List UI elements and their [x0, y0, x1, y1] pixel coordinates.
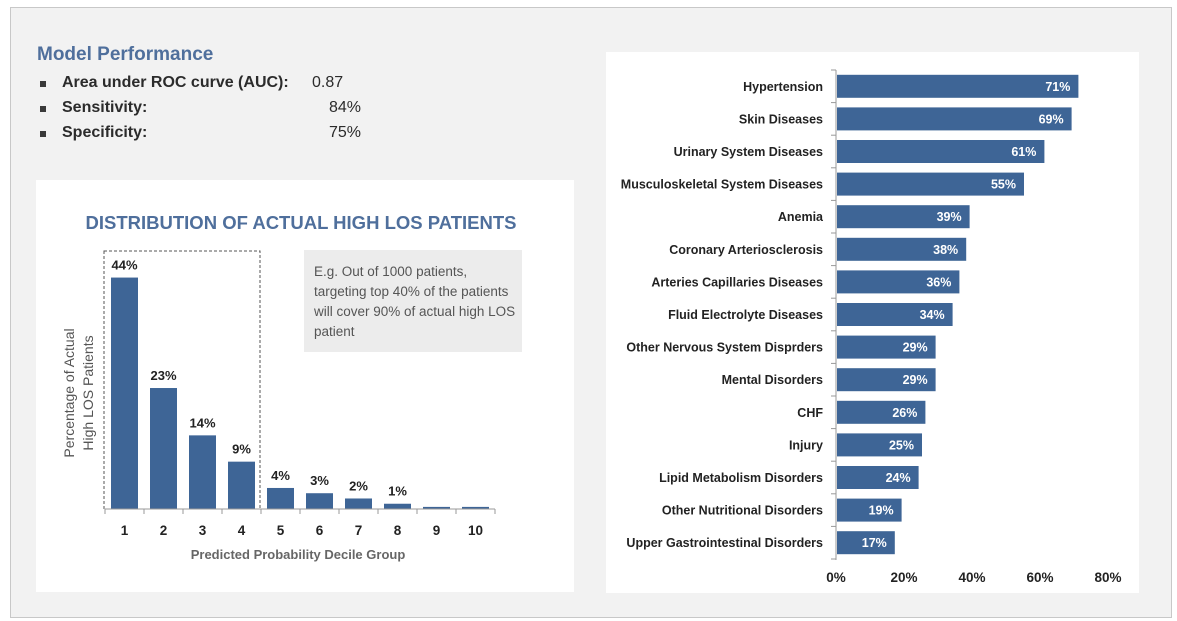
metric-sensitivity-value: 84%	[329, 99, 362, 116]
condition-data-label: 17%	[862, 536, 887, 550]
decile-tick-label-6: 6	[316, 523, 324, 538]
condition-data-label: 29%	[903, 373, 928, 387]
decile-bar-10	[462, 506, 489, 509]
condition-data-label: 38%	[933, 243, 958, 257]
decile-bar-4	[228, 461, 255, 509]
decile-tick-label-3: 3	[199, 523, 207, 538]
condition-category-label: Anemia	[778, 210, 824, 224]
condition-bar	[837, 368, 936, 392]
condition-category-label: Arteries Capillaries Diseases	[651, 275, 823, 289]
condition-bar	[837, 140, 1045, 163]
condition-x-tick-label: 40%	[958, 570, 985, 585]
condition-bar	[837, 270, 960, 294]
square-bullet-icon	[40, 106, 46, 112]
decile-bar-5	[267, 487, 294, 509]
decile-bar-1	[111, 277, 138, 509]
condition-data-label: 69%	[1039, 112, 1064, 126]
condition-data-label: 55%	[991, 178, 1016, 192]
decile-bar-3	[189, 435, 216, 509]
condition-bar	[837, 205, 970, 229]
condition-bar	[837, 466, 919, 489]
decile-tick-label-1: 1	[121, 523, 129, 538]
decile-bar-9	[423, 506, 450, 509]
model-performance-title: Model Performance	[37, 44, 214, 65]
decile-data-label-5: 4%	[271, 468, 290, 483]
condition-category-label: Mental Disorders	[722, 373, 823, 387]
condition-data-label: 34%	[920, 308, 945, 322]
decile-tick-label-7: 7	[355, 523, 363, 538]
condition-bar	[837, 335, 936, 359]
condition-category-label: Other Nutritional Disorders	[662, 504, 823, 518]
condition-bar	[837, 531, 895, 555]
condition-data-label: 19%	[869, 504, 894, 518]
condition-bar	[837, 498, 902, 522]
example-callout: E.g. Out of 1000 patients, targeting top…	[304, 250, 522, 352]
condition-data-label: 36%	[926, 275, 951, 289]
condition-category-label: Hypertension	[743, 80, 823, 94]
square-bullet-icon	[40, 131, 46, 137]
metric-auc-label: Area under ROC curve (AUC):	[62, 74, 289, 91]
decile-bar-2	[150, 388, 177, 509]
decile-data-label-3: 14%	[189, 415, 215, 430]
condition-bar	[837, 237, 967, 261]
condition-x-tick-label: 0%	[826, 570, 846, 585]
decile-y-axis-label-line1: Percentage of Actual	[61, 328, 77, 457]
condition-x-tick-label: 20%	[890, 570, 917, 585]
condition-category-label: Upper Gastrointestinal Disorders	[626, 536, 823, 550]
condition-category-label: Skin Diseases	[739, 112, 823, 126]
condition-data-label: 29%	[903, 341, 928, 355]
condition-data-label: 25%	[889, 438, 914, 452]
decile-tick-label-5: 5	[277, 523, 285, 538]
condition-category-label: Musculoskeletal System Diseases	[621, 178, 823, 192]
condition-category-label: Injury	[789, 438, 823, 452]
condition-data-label: 26%	[892, 406, 917, 420]
condition-category-label: Lipid Metabolism Disorders	[659, 471, 823, 485]
square-bullet-icon	[40, 81, 46, 87]
condition-bar	[837, 74, 1079, 98]
decile-data-label-7: 2%	[349, 478, 368, 493]
decile-data-label-2: 23%	[150, 368, 176, 383]
condition-category-label: Coronary Arteriosclerosis	[669, 243, 823, 257]
metric-sensitivity-label: Sensitivity:	[62, 99, 148, 116]
decile-tick-label-2: 2	[160, 523, 168, 538]
decile-x-axis-label: Predicted Probability Decile Group	[191, 547, 406, 562]
decile-data-label-1: 44%	[111, 258, 137, 273]
condition-category-label: Other Nervous System Disprders	[626, 341, 823, 355]
condition-category-label: CHF	[797, 406, 823, 420]
condition-x-tick-label: 80%	[1094, 570, 1121, 585]
decile-data-label-8: 1%	[388, 484, 407, 499]
condition-bar	[837, 433, 922, 457]
condition-data-label: 24%	[886, 471, 911, 485]
decile-chart-title: DISTRIBUTION OF ACTUAL HIGH LOS PATIENTS	[86, 212, 517, 233]
condition-category-label: Urinary System Diseases	[674, 145, 823, 159]
decile-bar-8	[384, 503, 411, 509]
decile-tick-label-4: 4	[238, 523, 246, 538]
decile-y-axis-label-line2: High LOS Patients	[80, 335, 96, 450]
decile-tick-label-8: 8	[394, 523, 402, 538]
metric-auc-value: 0.87	[312, 74, 344, 91]
decile-tick-label-10: 10	[468, 523, 483, 538]
condition-data-label: 71%	[1045, 80, 1070, 94]
condition-x-tick-label: 60%	[1026, 570, 1053, 585]
condition-bar	[837, 303, 953, 326]
metric-specificity-label: Specificity:	[62, 124, 148, 141]
decile-tick-label-9: 9	[433, 523, 441, 538]
condition-bar	[837, 172, 1024, 196]
condition-data-label: 39%	[937, 210, 962, 224]
decile-bar-6	[306, 493, 333, 509]
decile-bar-7	[345, 498, 372, 509]
metric-specificity-value: 75%	[329, 124, 362, 141]
condition-bar	[837, 107, 1072, 131]
callout-text: E.g. Out of 1000 patients, targeting top…	[314, 264, 516, 339]
condition-bar	[837, 400, 926, 424]
condition-category-label: Fluid Electrolyte Diseases	[668, 308, 823, 322]
condition-data-label: 61%	[1011, 145, 1036, 159]
decile-data-label-4: 9%	[232, 442, 251, 457]
decile-data-label-6: 3%	[310, 473, 329, 488]
